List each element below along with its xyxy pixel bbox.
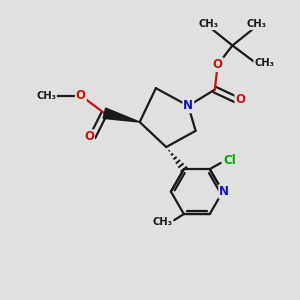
- Text: CH₃: CH₃: [247, 19, 267, 29]
- Text: O: O: [236, 93, 245, 106]
- Text: O: O: [213, 58, 223, 71]
- Text: Cl: Cl: [223, 154, 236, 167]
- Text: CH₃: CH₃: [198, 19, 218, 29]
- Text: CH₃: CH₃: [36, 91, 56, 100]
- Text: CH₃: CH₃: [254, 58, 274, 68]
- Text: N: N: [219, 185, 229, 198]
- Text: O: O: [76, 89, 86, 102]
- Polygon shape: [103, 108, 140, 122]
- Text: N: N: [183, 99, 193, 112]
- Text: O: O: [84, 130, 94, 143]
- Text: CH₃: CH₃: [152, 217, 172, 227]
